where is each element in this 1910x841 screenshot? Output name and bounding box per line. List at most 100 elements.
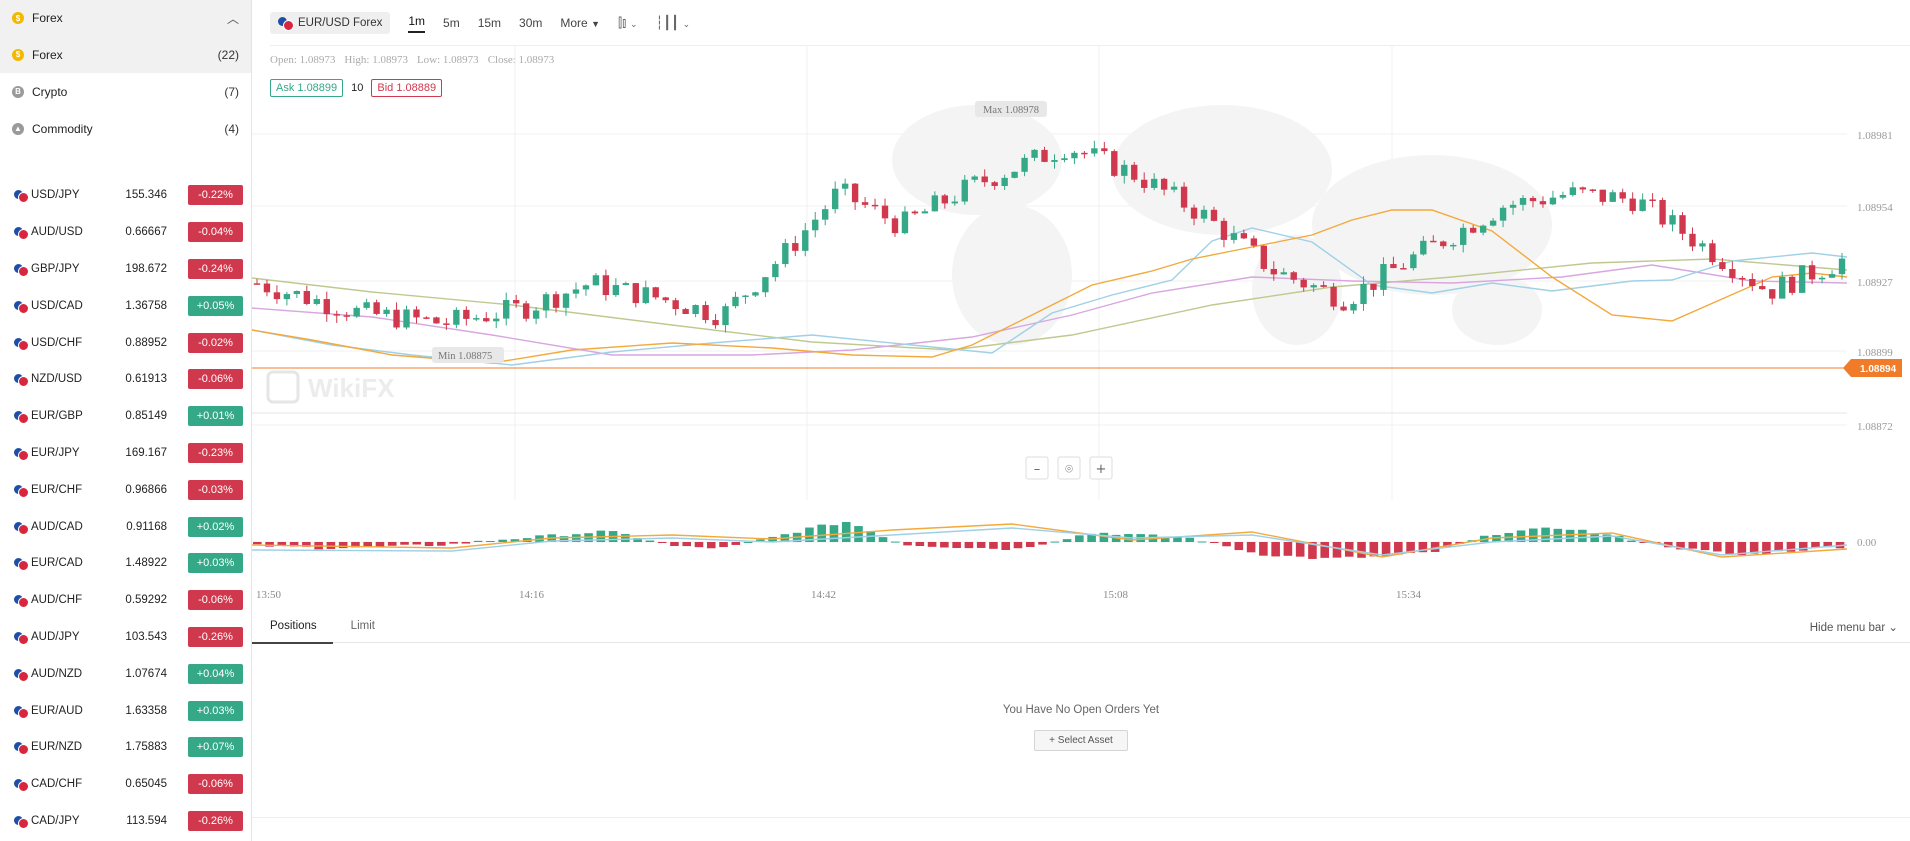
symbol-selector[interactable]: EUR/USD Forex	[270, 12, 391, 34]
macd-bar	[645, 540, 655, 542]
change-badge: -0.26%	[188, 810, 243, 831]
pair-row[interactable]: AUD/NZD 1.07674 +0.04%	[0, 655, 251, 692]
pair-row[interactable]: USD/JPY 155.346 -0.22%	[0, 177, 251, 214]
locate-icon[interactable]: ⌾	[1065, 462, 1073, 477]
macd-bar	[1394, 542, 1403, 555]
pair-row[interactable]: USD/CAD 1.36758 +0.05%	[0, 287, 251, 324]
indicators-icon[interactable]: ┆┃┃ ⌄	[655, 15, 691, 30]
candle-body	[1619, 192, 1626, 199]
pair-row[interactable]: EUR/CAD 1.48922 +0.03%	[0, 545, 251, 582]
candle-body	[1031, 149, 1038, 158]
macd-bar	[1025, 542, 1035, 548]
coin-dollar-icon: $	[12, 12, 24, 24]
macd-bar	[1590, 533, 1599, 542]
change-badge: +0.05%	[188, 295, 243, 316]
candle-body	[463, 309, 470, 319]
candle-body	[1719, 262, 1726, 270]
candle-body	[1021, 157, 1028, 172]
candle-body	[473, 318, 480, 320]
bid-price[interactable]: Bid 1.08889	[371, 79, 443, 97]
macd-bar	[1406, 542, 1415, 553]
pair-row[interactable]: AUD/USD 0.66667 -0.04%	[0, 214, 251, 251]
pair-row[interactable]: AUD/JPY 103.543 -0.26%	[0, 619, 251, 656]
macd-bar	[387, 542, 397, 546]
pair-row[interactable]: EUR/JPY 169.167 -0.23%	[0, 435, 251, 472]
orders-tabs: Positions Limit Hide menu bar ⌄	[252, 616, 1910, 644]
pair-row[interactable]: GBP/JPY 198.672 -0.24%	[0, 251, 251, 288]
pair-row[interactable]: EUR/CHF 0.96866 -0.03%	[0, 471, 251, 508]
candlestick-type-icon[interactable]: ⫿⫾ ⌄	[618, 15, 638, 30]
pair-row[interactable]: USD/CHF 0.88952 -0.02%	[0, 324, 251, 361]
candle-body	[1121, 164, 1128, 176]
candle-body	[722, 306, 729, 326]
timeframe-5m[interactable]: 5m	[443, 16, 460, 30]
tab-positions[interactable]: Positions	[252, 616, 333, 644]
ma-long-line	[251, 258, 1848, 351]
pair-row[interactable]: EUR/NZD 1.75883 +0.07%	[0, 729, 251, 766]
macd-bar	[940, 542, 949, 548]
chart-canvas[interactable]: WikiFX 1.08981 1.08954 1.08927 1.08899 1.0887…	[251, 45, 1910, 615]
pair-name: AUD/JPY	[31, 630, 80, 643]
category-item-forex[interactable]: $ Forex (22)	[0, 36, 251, 73]
candle-body	[891, 218, 899, 234]
category-header[interactable]: $ Forex ︿	[0, 0, 251, 36]
macd-bar	[449, 542, 458, 544]
candle-body	[1579, 187, 1587, 190]
plus-icon[interactable]: +	[1096, 462, 1107, 477]
candle-body	[383, 309, 390, 314]
ohlc-readout: Open: 1.08973 High: 1.08973 Low: 1.08973…	[270, 54, 554, 66]
candle-body	[503, 299, 510, 319]
macd-bar	[1418, 542, 1428, 553]
minus-icon[interactable]: –	[1034, 462, 1041, 477]
chevron-down-icon: ⌄	[1888, 622, 1898, 634]
pair-price: 103.543	[125, 630, 167, 643]
timeframe-15m[interactable]: 15m	[477, 16, 502, 30]
candle-body	[423, 317, 430, 319]
tab-limit[interactable]: Limit	[350, 620, 375, 632]
macd-bar	[1381, 542, 1391, 557]
candle-body	[1061, 158, 1068, 161]
macd-bar	[486, 540, 495, 542]
more-dropdown[interactable]: More ▼	[560, 16, 600, 30]
candle-body	[253, 283, 261, 285]
candle-body	[1659, 200, 1666, 225]
macd-bar	[1430, 542, 1440, 552]
select-asset-button[interactable]: + Select Asset	[1034, 730, 1128, 751]
pair-row[interactable]: CAD/JPY 113.594 -0.26%	[0, 803, 251, 840]
toolbar-divider	[270, 45, 1910, 46]
timeframe-30m[interactable]: 30m	[519, 16, 543, 30]
pair-row[interactable]: AUD/CHF 0.59292 -0.06%	[0, 582, 251, 619]
macd-bar	[633, 537, 642, 542]
more-label: More	[560, 16, 588, 30]
candle-body	[1828, 274, 1836, 278]
chevron-up-icon[interactable]: ︿	[226, 11, 239, 26]
category-item-commodity[interactable]: ▲ Commodity (4)	[0, 110, 251, 147]
pair-row[interactable]: EUR/AUD 1.63358 +0.03%	[0, 692, 251, 729]
macd-bar	[903, 542, 912, 546]
pair-row[interactable]: EUR/GBP 0.85149 +0.01%	[0, 398, 251, 435]
candle-body	[273, 292, 281, 300]
macd-bar	[1308, 542, 1317, 559]
pair-row[interactable]: AUD/CAD 0.91168 +0.02%	[0, 508, 251, 545]
pair-name: CAD/CHF	[31, 778, 83, 791]
timeframe-1m[interactable]: 1m	[408, 14, 426, 33]
candle-body	[762, 277, 769, 293]
candle-body	[293, 291, 301, 295]
hide-menu-button[interactable]: Hide menu bar ⌄	[1810, 620, 1898, 634]
max-label-bg	[975, 101, 1047, 117]
candle-body	[931, 195, 939, 212]
candle-body	[1669, 215, 1676, 225]
pair-row[interactable]: NZD/USD 0.61913 -0.06%	[0, 361, 251, 398]
change-badge: -0.26%	[188, 626, 243, 647]
category-label: Forex	[32, 47, 63, 62]
category-item-crypto[interactable]: B Crypto (7)	[0, 73, 251, 110]
pair-name: GBP/JPY	[31, 262, 80, 275]
candle-body	[582, 285, 590, 290]
change-badge: +0.03%	[188, 553, 243, 574]
macd-bar	[1075, 535, 1084, 542]
pair-row[interactable]: CAD/CHF 0.65045 -0.06%	[0, 766, 251, 803]
macd-bar	[338, 542, 348, 549]
candle-body	[881, 205, 889, 219]
ask-price[interactable]: Ask 1.08899	[270, 79, 344, 97]
price-chart[interactable]: WikiFX 1.08981 1.08954 1.08927 1.08899 1.0887…	[251, 45, 1910, 615]
